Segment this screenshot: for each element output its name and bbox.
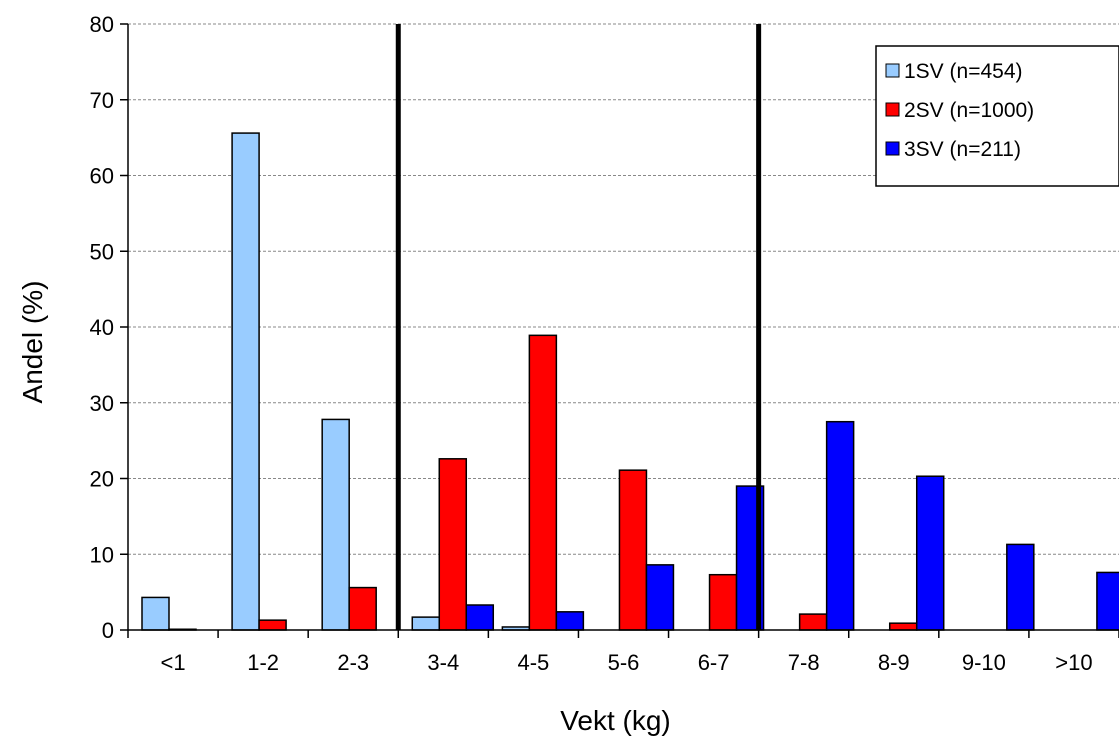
x-tick-label: 9-10 bbox=[962, 650, 1006, 675]
y-tick-label: 50 bbox=[90, 239, 114, 264]
x-axis-title: Vekt (kg) bbox=[560, 705, 670, 736]
legend-swatch bbox=[885, 141, 900, 156]
y-tick-label: 0 bbox=[102, 618, 114, 643]
bar bbox=[528, 334, 558, 631]
x-tick-label: 5-6 bbox=[608, 650, 640, 675]
bar bbox=[888, 622, 918, 631]
x-tick-label: <1 bbox=[160, 650, 185, 675]
x-tick-label: 3-4 bbox=[427, 650, 459, 675]
x-tick-label: 1-2 bbox=[247, 650, 279, 675]
x-tick-label: 6-7 bbox=[698, 650, 730, 675]
group-separators bbox=[395, 24, 762, 630]
bar bbox=[141, 596, 170, 631]
bar bbox=[555, 611, 585, 631]
bar bbox=[1006, 543, 1035, 631]
y-tick-label: 10 bbox=[90, 542, 114, 567]
legend: 1SV (n=454) 2SV (n=1000) 3SV (n=211) bbox=[875, 45, 1119, 187]
y-tick-label: 80 bbox=[90, 12, 114, 37]
bar bbox=[1096, 571, 1119, 631]
y-tick-label: 20 bbox=[90, 467, 114, 492]
bar bbox=[411, 616, 441, 631]
x-tick-labels: <1 1-2 2-3 3-4 4-5 5-6 6-7 7-8 8-9 9-10 >10 bbox=[160, 650, 1092, 675]
x-tick-label: 7-8 bbox=[788, 650, 820, 675]
bar bbox=[915, 475, 945, 631]
y-tick-label: 70 bbox=[90, 88, 114, 113]
legend-swatch bbox=[885, 102, 900, 117]
gridlines bbox=[128, 23, 1119, 555]
bar bbox=[708, 573, 738, 631]
bar bbox=[798, 613, 828, 631]
bar bbox=[231, 132, 260, 631]
legend-box bbox=[875, 45, 1119, 187]
y-axis-title: Andel (%) bbox=[17, 281, 48, 404]
legend-label: 2SV (n=1000) bbox=[904, 99, 1034, 122]
bars bbox=[141, 132, 1119, 631]
bar bbox=[825, 420, 855, 631]
bar bbox=[348, 586, 377, 631]
bar bbox=[321, 418, 350, 631]
axes bbox=[120, 23, 1119, 638]
x-tick-label: 8-9 bbox=[878, 650, 910, 675]
y-tick-label: 60 bbox=[90, 164, 114, 189]
bar bbox=[438, 458, 468, 631]
bar bbox=[258, 619, 287, 631]
y-tick-label: 40 bbox=[90, 315, 114, 340]
x-tick-label: 4-5 bbox=[518, 650, 550, 675]
y-tick-labels: 0 10 20 30 40 50 60 70 80 bbox=[90, 12, 114, 643]
x-tick-label: 2-3 bbox=[337, 650, 369, 675]
legend-swatch bbox=[885, 63, 900, 78]
legend-label: 1SV (n=454) bbox=[904, 60, 1023, 83]
legend-label: 3SV (n=211) bbox=[904, 138, 1021, 161]
y-tick-label: 30 bbox=[90, 391, 114, 416]
bar bbox=[618, 469, 648, 631]
bar bbox=[465, 604, 495, 631]
bar bbox=[645, 564, 675, 631]
x-tick-label: >10 bbox=[1055, 650, 1092, 675]
